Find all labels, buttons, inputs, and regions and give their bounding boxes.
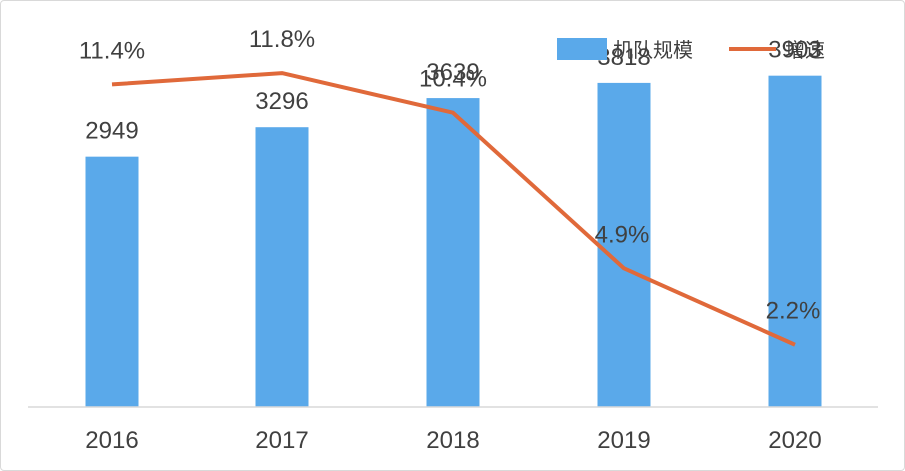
bar-value-label-2020: 3903 xyxy=(768,37,821,64)
growth-value-label-2020: 2.2% xyxy=(766,298,821,325)
bar-2018 xyxy=(426,98,480,408)
bar-2019 xyxy=(597,82,651,407)
x-tick-label-2016: 2016 xyxy=(85,427,138,454)
growth-value-label-2018: 10.4% xyxy=(419,66,487,93)
x-tick-label-2018: 2018 xyxy=(426,427,479,454)
bar-2017 xyxy=(255,127,309,407)
legend-label-bar: 机队规模 xyxy=(613,38,693,62)
growth-value-label-2019: 4.9% xyxy=(595,221,650,248)
legend-swatch-bar xyxy=(557,38,607,60)
bar-2020 xyxy=(768,75,822,408)
bar-value-label-2016: 2949 xyxy=(85,118,138,145)
x-tick-label-2017: 2017 xyxy=(255,427,308,454)
x-tick-label-2020: 2020 xyxy=(768,427,821,454)
x-tick-label-2019: 2019 xyxy=(597,427,650,454)
legend-label-line: 增速 xyxy=(785,38,825,62)
bar-value-label-2017: 3296 xyxy=(255,88,308,115)
bar-value-label-2018: 3639 xyxy=(426,59,479,86)
growth-value-label-2016: 11.4% xyxy=(79,37,145,64)
bar-2016 xyxy=(85,156,139,407)
growth-value-label-2017: 11.8% xyxy=(249,26,315,53)
legend: 机队规模 增速 xyxy=(557,38,825,62)
